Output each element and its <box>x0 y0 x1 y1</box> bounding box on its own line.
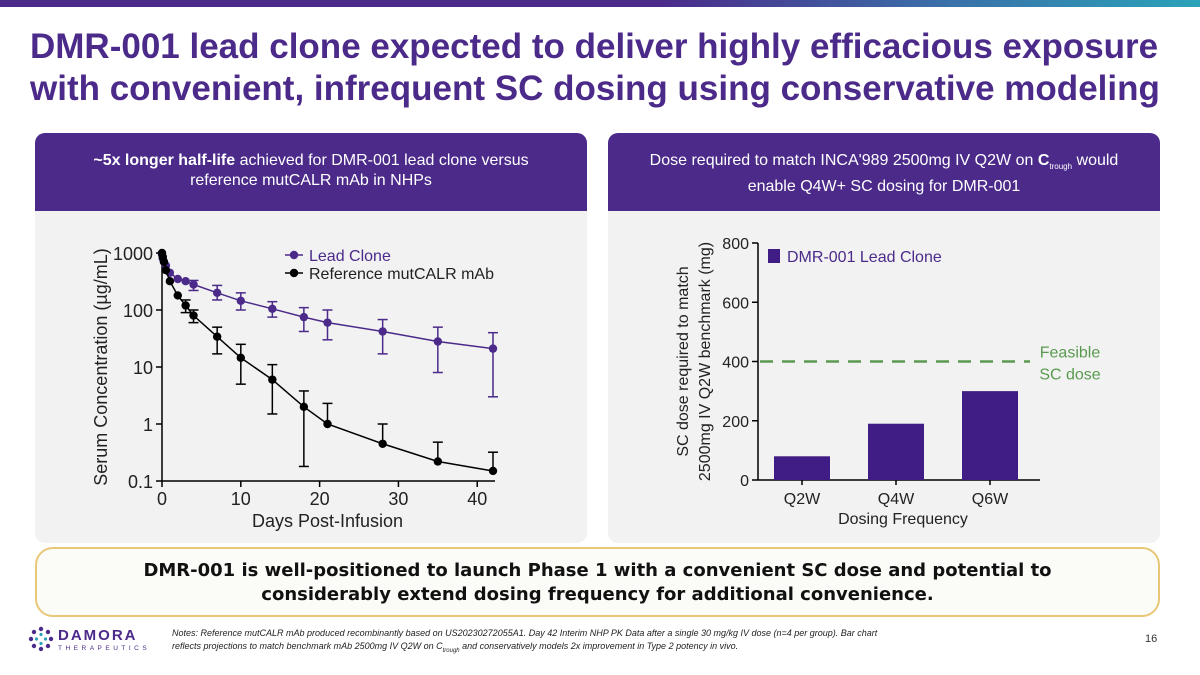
header-text: achieved for DMR-001 lead clone versus <box>235 152 529 169</box>
x-tick-label: 10 <box>231 489 251 509</box>
data-point <box>173 274 182 284</box>
y-tick-label: 600 <box>722 295 749 312</box>
y-tick-label: 0.1 <box>128 472 153 492</box>
y-tick-label: 400 <box>722 355 749 372</box>
data-point <box>378 327 387 336</box>
header-text: Dose required to match INCA'989 2500mg I… <box>649 152 1038 169</box>
y-tick-label: 800 <box>722 236 749 253</box>
legend-swatch <box>768 249 780 263</box>
page-number: 16 <box>1145 633 1158 645</box>
x-axis-label: Days Post-Infusion <box>252 511 403 531</box>
data-point <box>299 402 309 412</box>
y-tick-label: 100 <box>123 301 153 321</box>
x-axis-label: Dosing Frequency <box>838 511 968 528</box>
key-takeaway-callout: DMR-001 is well-positioned to launch Pha… <box>35 547 1160 617</box>
data-point <box>165 277 175 286</box>
logo-subtitle: THERAPEUTICS <box>58 645 151 652</box>
y-axis-label-line-1: SC dose required to match <box>675 266 692 456</box>
data-point <box>299 312 309 322</box>
header-text-end: would <box>1072 152 1119 169</box>
legend-label: Lead Clone <box>309 248 391 265</box>
y-tick-label: 10 <box>133 358 153 378</box>
top-accent-bar <box>0 0 1200 7</box>
data-point <box>323 419 332 429</box>
company-logo: DAMORA THERAPEUTICS <box>28 624 168 660</box>
bar <box>774 456 830 480</box>
data-point <box>236 296 246 306</box>
data-point <box>488 344 498 353</box>
data-point <box>433 337 443 346</box>
header-subscript: trough <box>1049 162 1073 172</box>
slide-title-line-1: DMR-001 lead clone expected to deliver h… <box>30 27 1159 66</box>
bar <box>962 391 1018 480</box>
legend-marker <box>289 250 299 260</box>
callout-line-2: considerably extend dosing frequency for… <box>261 584 934 605</box>
pk-line-chart: 0.1 1 10 100 1000 0 10 20 30 40 Days Post-Infusion… <box>91 244 498 531</box>
data-point <box>236 353 246 363</box>
callout-line-1: DMR-001 is well-positioned to launch Pha… <box>143 560 1052 581</box>
x-tick-label: Q6W <box>972 491 1009 508</box>
data-point <box>433 457 443 466</box>
dosing-panel-header: Dose required to match INCA'989 2500mg I… <box>608 133 1160 211</box>
data-point <box>181 301 190 310</box>
footnotes: Notes: Reference mutCALR mAb produced re… <box>172 627 1072 658</box>
data-point <box>212 332 222 341</box>
half-life-panel: ~5x longer half-life achieved for DMR-00… <box>35 133 587 543</box>
data-point <box>488 466 498 476</box>
data-point <box>189 280 198 289</box>
feasible-label-line-2: SC dose <box>1039 367 1100 384</box>
y-tick-label: 1000 <box>113 244 153 264</box>
half-life-panel-header: ~5x longer half-life achieved for DMR-00… <box>35 133 587 211</box>
legend-label: Reference mutCALR mAb <box>309 266 494 283</box>
x-tick-label: 0 <box>157 489 167 509</box>
logo-mark-icon <box>28 626 54 652</box>
data-point <box>212 288 222 298</box>
data-point <box>161 265 171 275</box>
legend-label: DMR-001 Lead Clone <box>787 249 942 266</box>
data-point <box>181 277 190 286</box>
x-tick-label: 20 <box>310 489 330 509</box>
slide-title-line-2: with convenient, infrequent SC dosing us… <box>30 69 1160 108</box>
x-tick-label: Q2W <box>784 491 821 508</box>
y-axis-label: Serum Concentration (µg/mL) <box>91 248 111 485</box>
data-point <box>268 304 277 313</box>
x-tick-label: 30 <box>388 489 408 509</box>
data-point <box>268 375 277 384</box>
legend-marker <box>289 268 299 278</box>
footnote-line-2-end: and conservatively models 2x improvement… <box>459 641 739 651</box>
footnote-line-1: Notes: Reference mutCALR mAb produced re… <box>172 628 878 638</box>
bar <box>868 423 924 480</box>
footnote-subscript: trough <box>442 647 460 654</box>
slide-title: DMR-001 lead clone expected to deliver h… <box>30 26 1180 110</box>
logo-name: DAMORA <box>58 627 138 644</box>
dosing-panel: Dose required to match INCA'989 2500mg I… <box>608 133 1160 543</box>
header-text-line-2: enable Q4W+ SC dosing for DMR-001 <box>747 178 1021 196</box>
header-c: C <box>1037 152 1050 169</box>
data-point <box>323 318 332 327</box>
footnote-line-2: reflects projections to match benchmark … <box>172 641 443 651</box>
feasible-label-line-1: Feasible <box>1040 345 1101 362</box>
y-tick-label: 0 <box>740 473 749 490</box>
header-emphasis: ~5x longer half-life <box>93 152 236 169</box>
y-tick-label: 200 <box>722 414 749 431</box>
data-point <box>189 311 198 320</box>
x-tick-label: 40 <box>467 489 487 509</box>
data-point <box>378 439 387 448</box>
series-line <box>161 252 494 472</box>
y-axis-label-line-2: 2500mg IV Q2W benchmark (mg) <box>697 242 714 481</box>
data-point <box>173 291 182 300</box>
x-tick-label: Q4W <box>878 491 915 508</box>
data-point <box>159 257 169 267</box>
y-tick-label: 1 <box>143 415 153 435</box>
header-text-line-2: reference mutCALR mAb in NHPs <box>190 172 432 189</box>
